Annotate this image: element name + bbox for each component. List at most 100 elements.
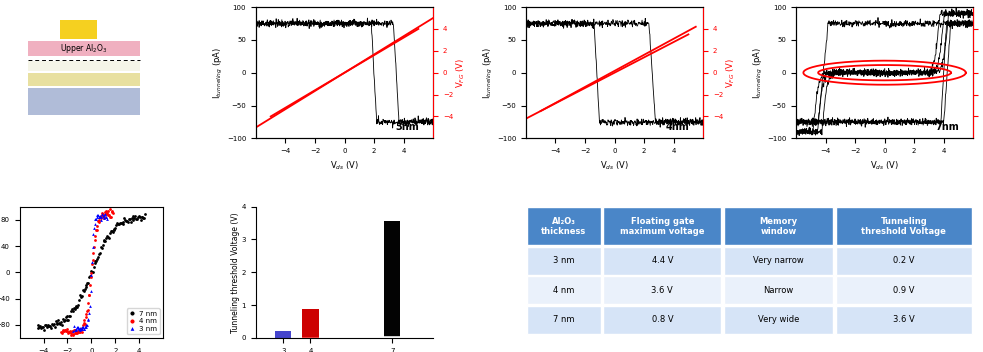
- Point: [90, 212, 106, 218]
- Bar: [384, 255, 400, 336]
- Point: [126, 214, 142, 219]
- Point: [47, 324, 63, 330]
- Point: [100, 234, 116, 239]
- Point: [119, 219, 135, 224]
- FancyBboxPatch shape: [836, 306, 972, 334]
- Bar: [384, 247, 400, 336]
- Bar: [384, 322, 400, 337]
- Point: [138, 212, 153, 217]
- Bar: [303, 320, 318, 337]
- Bar: [384, 321, 400, 337]
- Point: [135, 215, 150, 220]
- Point: [43, 325, 59, 331]
- Bar: [384, 296, 400, 336]
- Point: [68, 327, 84, 333]
- Bar: [275, 332, 291, 338]
- Bar: [303, 334, 318, 337]
- Point: [66, 328, 82, 333]
- Point: [38, 323, 54, 328]
- Point: [95, 212, 111, 217]
- Text: Narrow: Narrow: [764, 286, 793, 295]
- Point: [79, 322, 94, 328]
- Point: [94, 243, 110, 248]
- Bar: [275, 333, 291, 338]
- Bar: [384, 311, 400, 337]
- Bar: [303, 317, 318, 337]
- Bar: [384, 320, 400, 337]
- Bar: [384, 275, 400, 336]
- Bar: [384, 221, 400, 335]
- Bar: [384, 301, 400, 337]
- Point: [88, 258, 104, 264]
- Bar: [384, 232, 400, 336]
- FancyBboxPatch shape: [836, 276, 972, 304]
- Bar: [29, 41, 141, 56]
- Point: [116, 219, 132, 225]
- Point: [56, 329, 72, 334]
- Point: [84, 272, 99, 278]
- Bar: [384, 335, 400, 337]
- Bar: [275, 336, 291, 338]
- Point: [66, 328, 82, 334]
- Bar: [384, 276, 400, 336]
- Point: [104, 228, 120, 233]
- Point: [88, 216, 104, 221]
- Point: [75, 325, 90, 330]
- Point: [42, 323, 58, 329]
- Point: [81, 280, 96, 285]
- Bar: [384, 230, 400, 336]
- Point: [90, 217, 106, 223]
- Point: [73, 294, 88, 300]
- Bar: [384, 262, 400, 336]
- Bar: [275, 335, 291, 338]
- Point: [79, 308, 94, 313]
- Bar: [384, 227, 400, 335]
- Bar: [275, 335, 291, 338]
- Text: 3nm: 3nm: [395, 122, 419, 132]
- Bar: [384, 287, 400, 336]
- Text: 7nm: 7nm: [935, 122, 959, 132]
- Point: [87, 221, 102, 227]
- Point: [87, 237, 102, 243]
- Point: [90, 218, 106, 224]
- Point: [56, 328, 72, 334]
- Point: [62, 329, 78, 335]
- Y-axis label: I$_{tunneling}$ (pA): I$_{tunneling}$ (pA): [483, 47, 495, 99]
- Point: [75, 326, 90, 331]
- Point: [62, 313, 78, 319]
- X-axis label: V$_{ds}$ (V): V$_{ds}$ (V): [330, 159, 359, 172]
- Point: [123, 219, 139, 225]
- Point: [71, 329, 87, 334]
- Bar: [384, 265, 400, 336]
- Bar: [275, 335, 291, 338]
- Point: [70, 304, 86, 310]
- Point: [79, 282, 94, 288]
- Bar: [303, 329, 318, 337]
- Bar: [303, 337, 318, 338]
- Bar: [384, 229, 400, 336]
- Bar: [275, 337, 291, 338]
- Point: [109, 221, 125, 226]
- Point: [63, 332, 79, 338]
- Point: [82, 275, 97, 280]
- Y-axis label: V$_{FG}$ (V): V$_{FG}$ (V): [454, 58, 467, 88]
- Bar: [384, 272, 400, 336]
- Bar: [384, 242, 400, 336]
- Bar: [303, 313, 318, 337]
- Bar: [303, 331, 318, 337]
- Bar: [303, 314, 318, 337]
- Point: [97, 238, 113, 244]
- Point: [104, 209, 120, 214]
- Point: [95, 239, 111, 244]
- Bar: [384, 271, 400, 336]
- Bar: [384, 300, 400, 337]
- X-axis label: V$_{ds}$ (V): V$_{ds}$ (V): [870, 159, 899, 172]
- Bar: [303, 324, 318, 337]
- Point: [87, 226, 102, 231]
- Bar: [275, 333, 291, 338]
- FancyBboxPatch shape: [724, 306, 834, 334]
- Point: [71, 302, 87, 308]
- Point: [92, 250, 108, 256]
- Bar: [384, 233, 400, 336]
- Bar: [303, 318, 318, 337]
